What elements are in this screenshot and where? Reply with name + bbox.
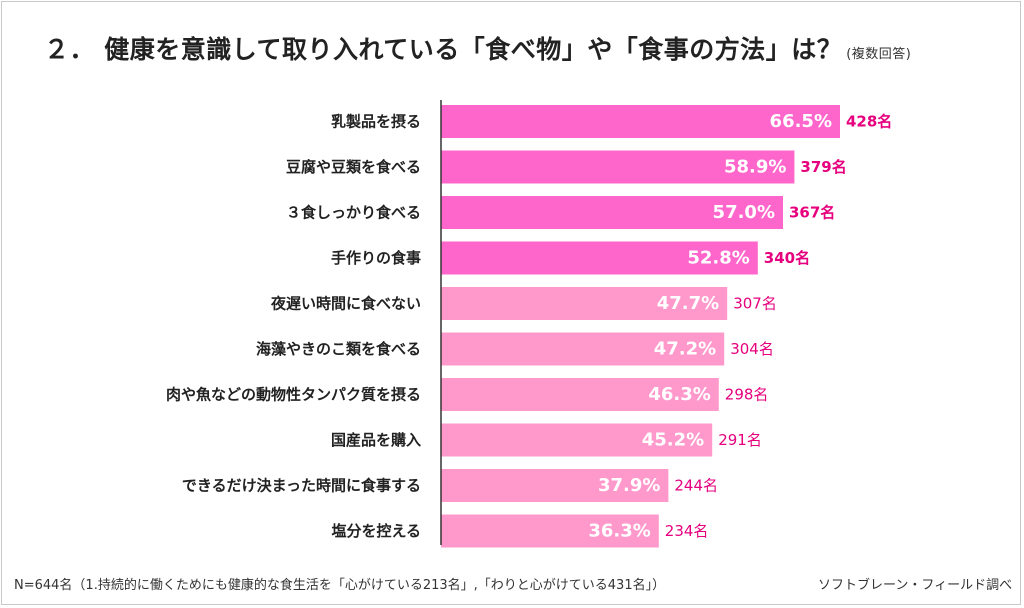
count-label: 367名 (789, 204, 835, 222)
bar (441, 332, 725, 366)
percent-label: 52.8% (687, 248, 749, 269)
bar (441, 423, 713, 457)
bar (441, 241, 758, 275)
percent-label: 46.3% (648, 384, 710, 405)
percent-label: 45.2% (642, 430, 704, 451)
category-label: ３食しっかり食べる (286, 204, 421, 222)
chart-title-main: ２． 健康を意識して取り入れている「食べ物」や「食事の方法」は？ (44, 35, 843, 64)
chart-title-sub: (複数回答) (846, 47, 912, 62)
count-label: 298名 (725, 386, 769, 404)
percent-label: 58.9% (724, 157, 786, 178)
count-label: 340名 (764, 249, 810, 267)
bar (441, 105, 840, 138)
category-label: 肉や魚などの動物性タンパク質を摂る (166, 386, 421, 404)
category-label: 塩分を控える (331, 522, 421, 540)
bar (441, 514, 659, 548)
bar (441, 469, 669, 502)
bar (441, 287, 728, 320)
sample-note: N=644名（1.持続的に働くためにも健康的な食生活を「心がけている213名」,… (14, 578, 666, 593)
bar (441, 378, 719, 411)
count-label: 291名 (718, 431, 762, 449)
percent-label: 37.9% (598, 475, 660, 496)
count-label: 304名 (730, 340, 774, 358)
category-label: 乳製品を摂る (331, 113, 421, 131)
category-label: 豆腐や豆類を食べる (286, 158, 421, 176)
count-label: 379名 (800, 158, 846, 176)
bar (441, 196, 783, 229)
percent-label: 36.3% (588, 521, 650, 542)
count-label: 234名 (665, 522, 709, 540)
category-label: 手作りの食事 (331, 249, 421, 267)
category-label: 国産品を購入 (331, 431, 421, 449)
chart-title: ２． 健康を意識して取り入れている「食べ物」や「食事の方法」は？ (複数回答) (44, 30, 911, 66)
percent-label: 57.0% (713, 202, 775, 223)
source-note: ソフトブレーン・フィールド調べ (818, 578, 1013, 593)
category-label: 海藻やきのこ類を食べる (256, 340, 421, 358)
percent-label: 47.7% (657, 293, 719, 314)
count-label: 307名 (733, 295, 777, 313)
count-label: 428名 (846, 113, 892, 131)
bar (441, 150, 795, 184)
category-label: 夜遅い時間に食べない (270, 295, 421, 313)
category-label: できるだけ決まった時間に食事する (182, 477, 421, 495)
percent-label: 66.5% (770, 111, 832, 132)
count-label: 244名 (674, 477, 718, 495)
percent-label: 47.2% (654, 339, 716, 360)
